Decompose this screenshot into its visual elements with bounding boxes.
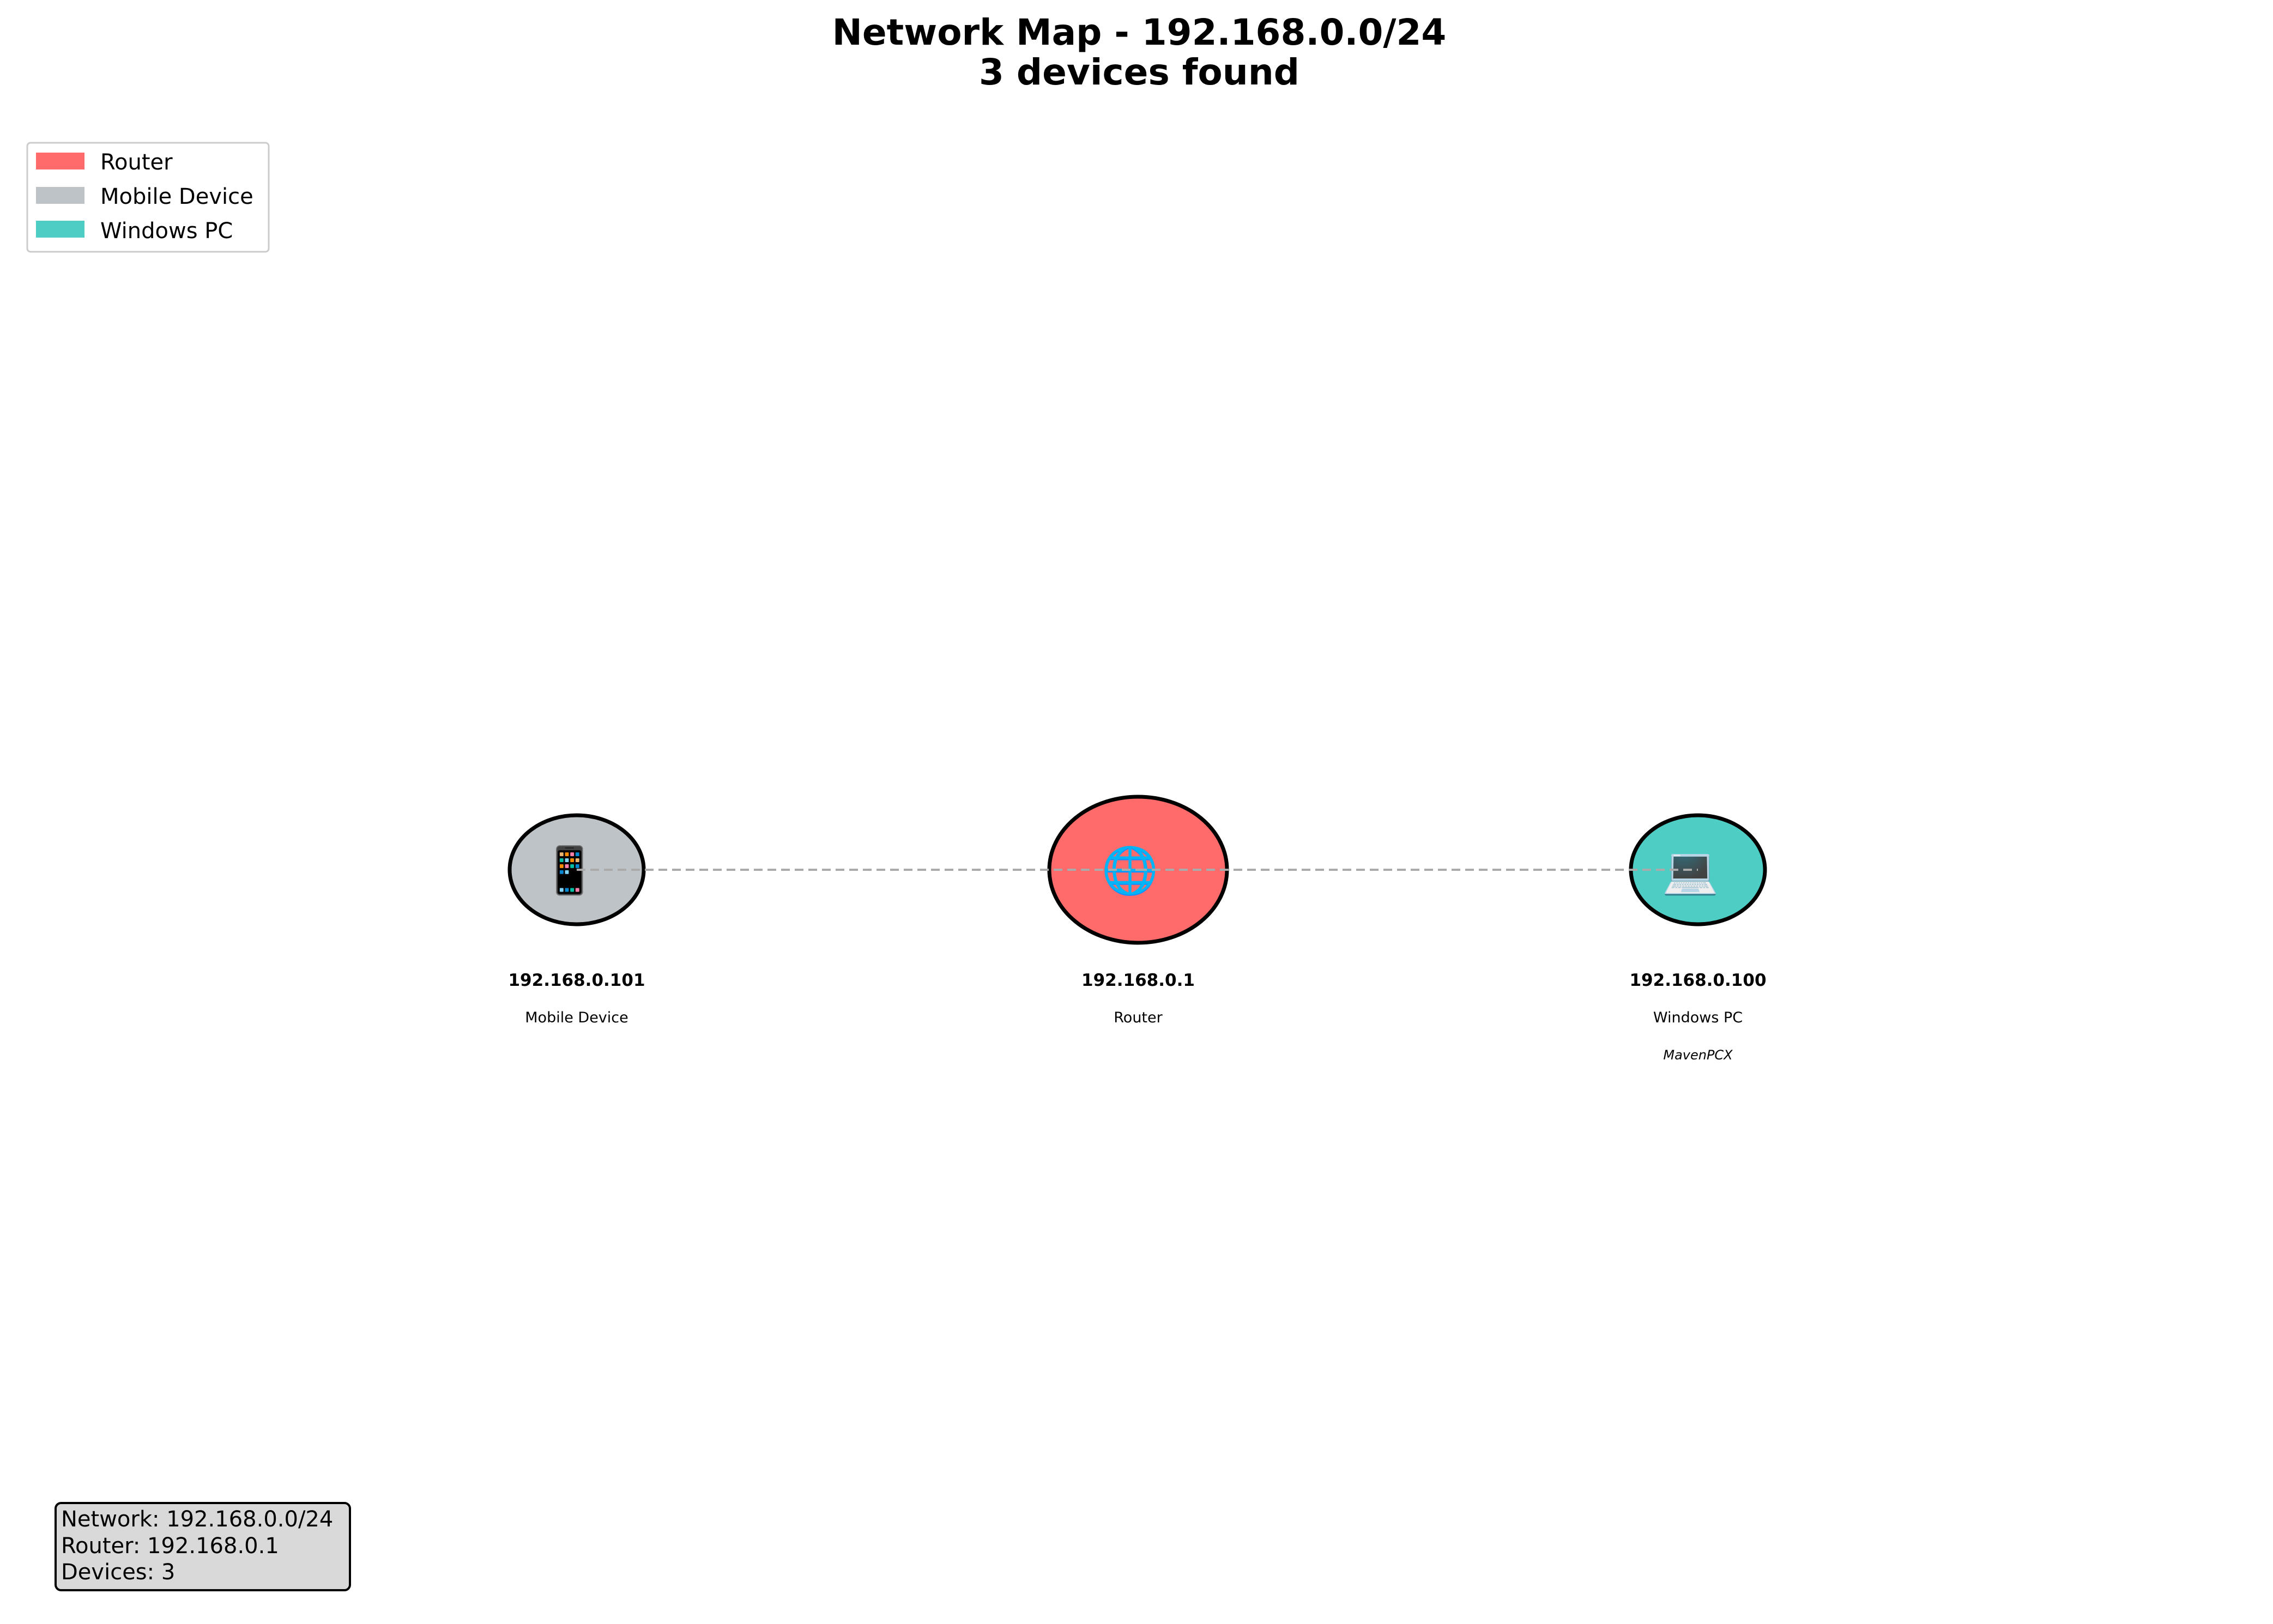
legend-label-mobile-device: Mobile Device <box>100 184 253 209</box>
device-node-mobile[interactable]: 📱 192.168.0.101 Mobile Device <box>507 813 646 1026</box>
node-type-label: Mobile Device <box>525 1009 628 1026</box>
summary-router-line: Router: 192.168.0.1 <box>61 1534 279 1559</box>
node-ip-label: 192.168.0.100 <box>1629 971 1766 990</box>
diagram-title-line-1: Network Map - 192.168.0.0/24 <box>832 11 1447 53</box>
legend-frame <box>26 142 270 253</box>
legend-label-windows-pc: Windows PC <box>100 219 233 244</box>
node-hostname-label: MavenPCX <box>1663 1047 1733 1063</box>
legend-label-router: Router <box>100 150 173 175</box>
network-summary-box: Network: 192.168.0.0/24 Router: 192.168.… <box>55 1502 351 1591</box>
legend-swatch-windows-pc <box>36 221 84 238</box>
legend-swatch-router <box>36 153 84 169</box>
node-ip-label: 192.168.0.1 <box>1081 971 1195 990</box>
device-node-windows-pc[interactable]: 💻 192.168.0.100 Windows PC MavenPCX <box>1629 813 1767 1063</box>
legend-swatch-mobile-device <box>36 187 84 204</box>
summary-network-line: Network: 192.168.0.0/24 <box>61 1507 333 1532</box>
node-type-label: Windows PC <box>1653 1009 1743 1026</box>
summary-devices-line: Devices: 3 <box>61 1560 175 1585</box>
summary-box-frame <box>55 1502 351 1591</box>
diagram-title-line-2: 3 devices found <box>979 51 1299 93</box>
node-ip-label: 192.168.0.101 <box>508 971 645 990</box>
device-node-router[interactable]: 🌐 192.168.0.1 Router <box>1047 795 1229 1026</box>
node-type-label: Router <box>1114 1009 1163 1026</box>
legend: Router Mobile Device Windows PC <box>26 142 270 253</box>
mobile-phone-icon: 📱 <box>541 844 599 897</box>
